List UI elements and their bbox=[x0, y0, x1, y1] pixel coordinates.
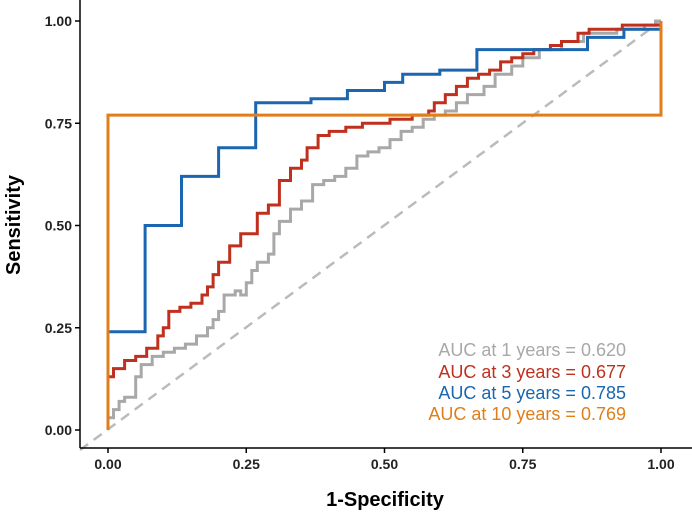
y-tick-label: 1.00 bbox=[45, 13, 72, 29]
plot-lines bbox=[79, 19, 663, 452]
roc-curve-5-years bbox=[108, 21, 663, 334]
legend-entry-10-years: AUC at 10 years = 0.769 bbox=[428, 404, 626, 424]
roc-curve-10-years bbox=[106, 21, 663, 430]
legend-entry-3-years: AUC at 3 years = 0.677 bbox=[438, 362, 626, 382]
roc-curve-3-years bbox=[106, 23, 661, 430]
x-axis: 0.00 0.25 0.50 0.75 1.00 1-Specificity bbox=[80, 447, 692, 511]
y-axis: 0.00 0.25 0.50 0.75 1.00 Sensitivity bbox=[3, 0, 81, 448]
y-tick-label: 0.75 bbox=[45, 115, 72, 131]
chance-diagonal bbox=[79, 19, 662, 452]
x-axis-title: 1-Specificity bbox=[326, 489, 445, 511]
x-tick-label: 0.25 bbox=[233, 456, 260, 472]
legend: AUC at 1 years = 0.620 AUC at 3 years = … bbox=[428, 340, 626, 424]
roc-curve-1-years bbox=[106, 19, 661, 430]
legend-entry-5-years: AUC at 5 years = 0.785 bbox=[438, 383, 626, 403]
y-axis-title: Sensitivity bbox=[3, 174, 25, 275]
x-tick-label: 0.50 bbox=[371, 456, 398, 472]
x-tick-label: 0.00 bbox=[94, 456, 121, 472]
x-tick-label: 0.75 bbox=[509, 456, 536, 472]
y-tick-label: 0.00 bbox=[45, 422, 72, 438]
x-tick-label: 1.00 bbox=[647, 456, 674, 472]
legend-entry-1-years: AUC at 1 years = 0.620 bbox=[438, 340, 626, 360]
y-tick-label: 0.50 bbox=[45, 218, 72, 234]
y-tick-label: 0.25 bbox=[45, 320, 72, 336]
